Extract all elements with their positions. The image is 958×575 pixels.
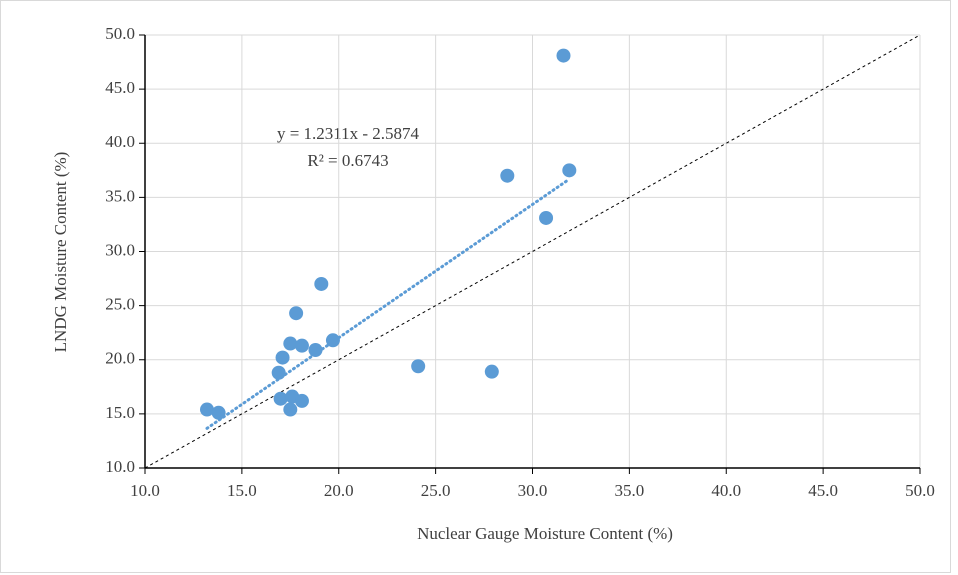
- y-tick-label: 20.0: [105, 349, 135, 368]
- x-tick-label: 45.0: [808, 481, 838, 500]
- x-tick-label: 20.0: [324, 481, 354, 500]
- y-tick-label: 45.0: [105, 78, 135, 97]
- data-point: [411, 359, 426, 374]
- data-point: [325, 333, 340, 348]
- trend-r-squared: R² = 0.6743: [307, 151, 388, 170]
- x-tick-label: 25.0: [421, 481, 451, 500]
- data-point: [200, 402, 214, 417]
- y-tick-label: 15.0: [105, 403, 135, 422]
- trendline: [205, 177, 571, 430]
- y-tick-label: 50.0: [105, 24, 135, 43]
- data-point: [500, 168, 515, 183]
- data-point: [273, 391, 288, 406]
- data-point: [289, 306, 304, 321]
- y-axis-label: LNDG Moisture Content (%): [51, 152, 70, 353]
- x-tick-label: 10.0: [130, 481, 160, 500]
- data-point: [294, 338, 309, 353]
- y-tick-label: 40.0: [105, 132, 135, 151]
- data-point: [294, 393, 309, 408]
- data-point: [211, 405, 226, 420]
- data-point: [271, 365, 286, 380]
- x-tick-label: 50.0: [905, 481, 935, 500]
- data-point: [283, 402, 298, 417]
- data-point: [283, 336, 298, 351]
- trend-equation: y = 1.2311x - 2.5874: [277, 124, 420, 143]
- data-point: [556, 48, 571, 63]
- x-tick-label: 40.0: [711, 481, 741, 500]
- x-tick-label: 15.0: [227, 481, 257, 500]
- x-tick-label: 35.0: [615, 481, 645, 500]
- data-point: [539, 210, 554, 225]
- y-tick-label: 10.0: [105, 457, 135, 476]
- data-point: [314, 276, 329, 291]
- y-tick-label: 30.0: [105, 240, 135, 259]
- data-point: [308, 343, 323, 358]
- y-tick-label: 35.0: [105, 186, 135, 205]
- x-tick-label: 30.0: [518, 481, 548, 500]
- data-point: [275, 350, 290, 365]
- data-point: [562, 163, 577, 178]
- data-point: [484, 364, 499, 379]
- equality-line: [144, 34, 921, 469]
- y-tick-label: 25.0: [105, 295, 135, 314]
- x-axis-label: Nuclear Gauge Moisture Content (%): [417, 524, 673, 543]
